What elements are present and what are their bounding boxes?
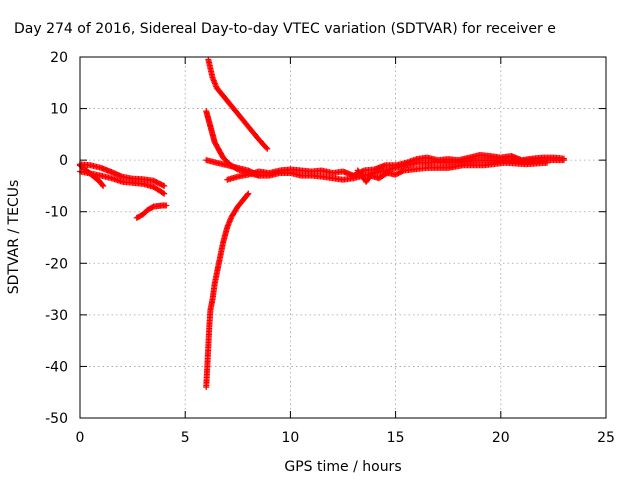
y-tick-label: 20 (50, 50, 68, 66)
x-tick-label: 15 (387, 430, 405, 446)
y-tick-label: -10 (45, 205, 68, 221)
x-tick-label: 5 (181, 430, 190, 446)
plot-frame (79, 56, 607, 419)
data-point-steep-descending (264, 145, 271, 152)
data-point-early-lower (100, 182, 107, 189)
data-point-baseline-dip (544, 159, 551, 166)
x-tick-label: 0 (76, 430, 85, 446)
y-tick-label: -30 (45, 308, 68, 324)
x-tick-label: 10 (281, 430, 299, 446)
y-tick-label: -50 (45, 411, 68, 427)
data-point-early-middle (161, 190, 168, 197)
data-point-rising-branch (244, 191, 251, 198)
tick-marks-layer (79, 56, 607, 419)
y-tick-label: 0 (59, 153, 68, 169)
tick-labels-layer: 0 5 10 15 20 25 -50 -40 -30 -20 -10 0 10 20 (45, 50, 615, 446)
y-axis-label: SDTVAR / TECUs (6, 180, 22, 295)
data-point-steep-descending (263, 144, 270, 151)
chart-title: Day 274 of 2016, Sidereal Day-to-day VTE… (14, 21, 556, 37)
y-tick-label: -40 (45, 359, 68, 375)
y-tick-label: -20 (45, 256, 68, 272)
data-point-early-recovery (163, 202, 170, 209)
x-tick-label: 25 (597, 430, 615, 446)
points-layer (77, 56, 567, 391)
x-tick-label: 20 (492, 430, 510, 446)
data-point-rising-branch (245, 190, 252, 197)
data-point-early-lower (99, 181, 106, 188)
data-point-early-upper (161, 182, 168, 189)
data-point-early-middle (159, 189, 166, 196)
grid-layer (80, 57, 606, 418)
data-point-early-recovery (149, 204, 156, 211)
data-point-baseline-high (560, 155, 567, 162)
y-tick-label: 10 (50, 102, 68, 118)
x-axis-label: GPS time / hours (284, 459, 401, 475)
